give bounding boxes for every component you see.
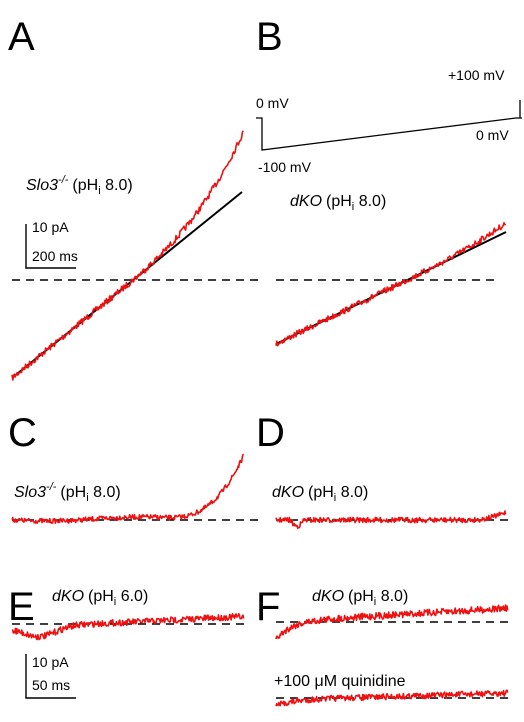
protocol-hold: 0 mV — [256, 95, 289, 111]
voltage-protocol: 0 mV -100 mV +100 mV 0 mV — [256, 67, 522, 175]
panel-c-current-trace — [11, 453, 245, 524]
panel-c: C Slo3-/- (pHi 8.0) — [8, 411, 258, 524]
panel-e: E dKO (pHi 6.0) 10 pA 50 ms — [8, 585, 248, 699]
panel-d-letter: D — [256, 411, 285, 455]
scalebar-bottom-current: 10 pA — [32, 654, 69, 670]
panel-b-current-trace — [275, 222, 507, 347]
panel-a-current-trace — [11, 130, 244, 381]
panel-c-letter: C — [8, 411, 37, 455]
panel-b: B 0 mV -100 mV +100 mV 0 mV dKO (pHi 8.0) — [256, 15, 522, 347]
panel-a: A Slo3-/- (pHi 8.0) 10 pA 200 ms — [8, 15, 262, 381]
panel-f-quinidine-trace — [275, 689, 509, 707]
panel-a-letter: A — [8, 15, 35, 59]
panel-f: F dKO (pHi 8.0) +100 μM quinidine — [256, 585, 509, 707]
panel-d: D dKO (pHi 8.0) — [256, 411, 508, 530]
panel-d-current-trace — [275, 510, 507, 530]
panel-e-current-trace — [11, 612, 245, 641]
panel-a-title: Slo3-/- (pHi 8.0) — [26, 174, 133, 197]
panel-f-drug-label: +100 μM quinidine — [274, 673, 406, 690]
scalebar-top: 10 pA 200 ms — [25, 219, 78, 269]
scalebar-top-time: 200 ms — [32, 248, 78, 264]
scalebar-bottom-lines — [25, 654, 76, 699]
scalebar-bottom: 10 pA 50 ms — [25, 654, 76, 699]
panel-b-title: dKO (pHi 8.0) — [290, 193, 386, 213]
protocol-ramp — [256, 100, 522, 151]
panel-f-title: dKO (pHi 8.0) — [312, 588, 408, 608]
panel-c-title: Slo3-/- (pHi 8.0) — [14, 481, 121, 504]
panel-e-title: dKO (pHi 6.0) — [52, 588, 148, 608]
protocol-return: 0 mV — [476, 127, 509, 143]
panel-e-letter: E — [8, 585, 35, 629]
panel-f-current-trace — [275, 604, 509, 640]
scalebar-top-lines — [25, 224, 76, 269]
protocol-end: +100 mV — [448, 67, 505, 83]
protocol-start: -100 mV — [258, 159, 312, 175]
panel-d-title: dKO (pHi 8.0) — [272, 484, 368, 504]
scalebar-top-current: 10 pA — [32, 219, 69, 235]
panel-b-letter: B — [256, 15, 283, 59]
scalebar-bottom-time: 50 ms — [32, 677, 70, 693]
